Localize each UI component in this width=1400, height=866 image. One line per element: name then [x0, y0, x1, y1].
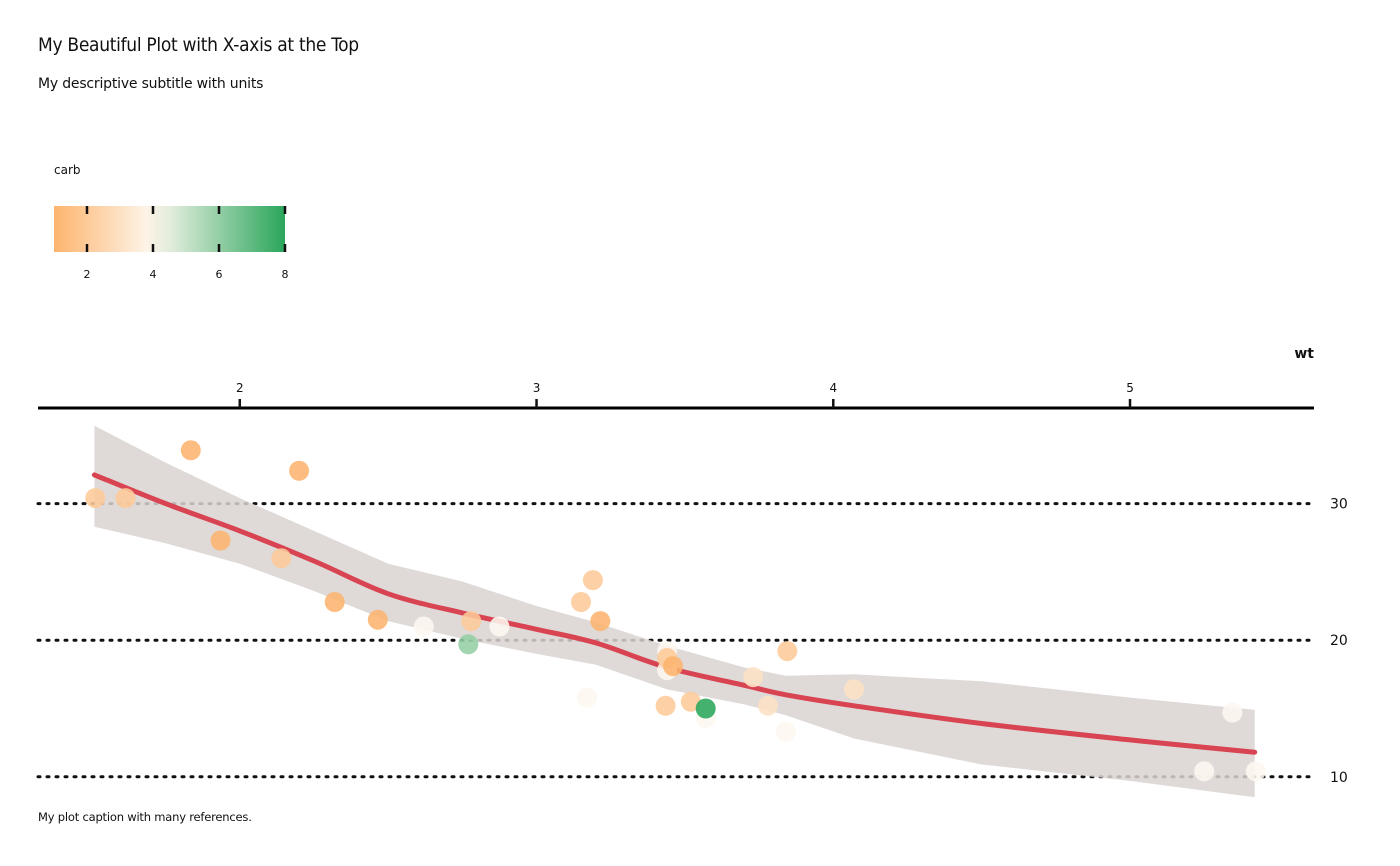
- data-point: [271, 548, 292, 569]
- data-point: [844, 679, 864, 700]
- data-point: [571, 592, 591, 612]
- x-tick-label: 5: [1126, 381, 1134, 395]
- loess-fit-line: [91, 472, 1258, 755]
- data-point: [655, 695, 676, 716]
- data-point: [590, 611, 611, 632]
- y-tick-label: 30: [1330, 497, 1348, 513]
- data-points: [85, 440, 1266, 782]
- data-point: [489, 616, 510, 637]
- data-point: [289, 460, 310, 481]
- legend-title: carb: [54, 163, 81, 177]
- data-point: [680, 691, 701, 712]
- data-point: [85, 488, 106, 509]
- chart-title: My Beautiful Plot with X-axis at the Top: [38, 34, 359, 56]
- data-point: [1194, 761, 1215, 782]
- legend-tick-label: 8: [282, 268, 289, 281]
- color-legend: carb 2 4 6 8: [54, 163, 289, 281]
- data-point: [210, 530, 231, 551]
- x-tick-label: 4: [829, 381, 837, 395]
- legend-tick-label: 6: [216, 268, 223, 281]
- smooth-line: [91, 472, 1258, 755]
- y-axis-right: 10 20 30: [1330, 497, 1348, 786]
- data-point: [758, 695, 778, 716]
- confidence-ribbon: [94, 425, 1255, 798]
- x-tick-label: 3: [533, 381, 541, 395]
- data-point: [582, 570, 603, 591]
- data-point: [115, 488, 136, 509]
- data-point: [458, 634, 479, 655]
- data-point: [695, 698, 716, 719]
- data-point: [577, 687, 597, 708]
- data-point: [775, 721, 796, 742]
- data-point: [1222, 702, 1243, 723]
- data-point: [180, 440, 201, 461]
- confidence-band: [94, 425, 1255, 798]
- x-axis-title: wt: [1294, 346, 1314, 362]
- chart-subtitle: My descriptive subtitle with units: [38, 76, 264, 92]
- legend-colorbar: [54, 206, 285, 252]
- y-tick-label: 20: [1330, 633, 1348, 649]
- y-tick-label: 10: [1330, 770, 1348, 786]
- data-point: [1245, 761, 1266, 782]
- data-point: [461, 611, 482, 632]
- data-point: [367, 609, 388, 630]
- data-point: [413, 616, 434, 637]
- chart-caption: My plot caption with many references.: [38, 810, 252, 824]
- legend-tick-label: 2: [84, 268, 91, 281]
- x-tick-label: 2: [236, 381, 244, 395]
- x-axis-top: 2 3 4 5: [38, 381, 1314, 410]
- data-point: [777, 641, 798, 662]
- legend-tick-label: 4: [150, 268, 157, 281]
- data-point: [324, 592, 345, 612]
- data-point: [743, 667, 764, 688]
- data-point: [663, 656, 683, 677]
